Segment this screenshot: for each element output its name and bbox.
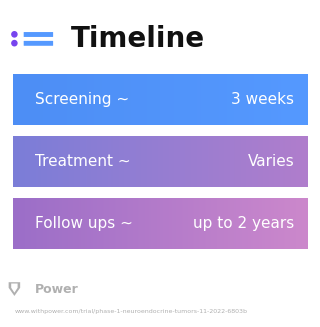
Text: 3 weeks: 3 weeks: [231, 92, 294, 107]
FancyBboxPatch shape: [24, 32, 53, 37]
Text: www.withpower.com/trial/phase-1-neuroendocrine-tumors-11-2022-6803b: www.withpower.com/trial/phase-1-neuroend…: [14, 309, 247, 314]
Circle shape: [12, 41, 17, 46]
Polygon shape: [11, 284, 18, 293]
Text: Screening ~: Screening ~: [35, 92, 129, 107]
Circle shape: [12, 32, 17, 37]
Text: Power: Power: [35, 283, 79, 296]
FancyBboxPatch shape: [13, 75, 307, 125]
Text: Varies: Varies: [248, 154, 294, 169]
Polygon shape: [9, 282, 20, 296]
Text: Treatment ~: Treatment ~: [35, 154, 131, 169]
FancyBboxPatch shape: [13, 137, 307, 187]
FancyBboxPatch shape: [24, 41, 53, 46]
FancyBboxPatch shape: [13, 198, 307, 249]
Text: Timeline: Timeline: [70, 25, 204, 53]
Text: up to 2 years: up to 2 years: [193, 216, 294, 232]
Text: Follow ups ~: Follow ups ~: [35, 216, 133, 232]
